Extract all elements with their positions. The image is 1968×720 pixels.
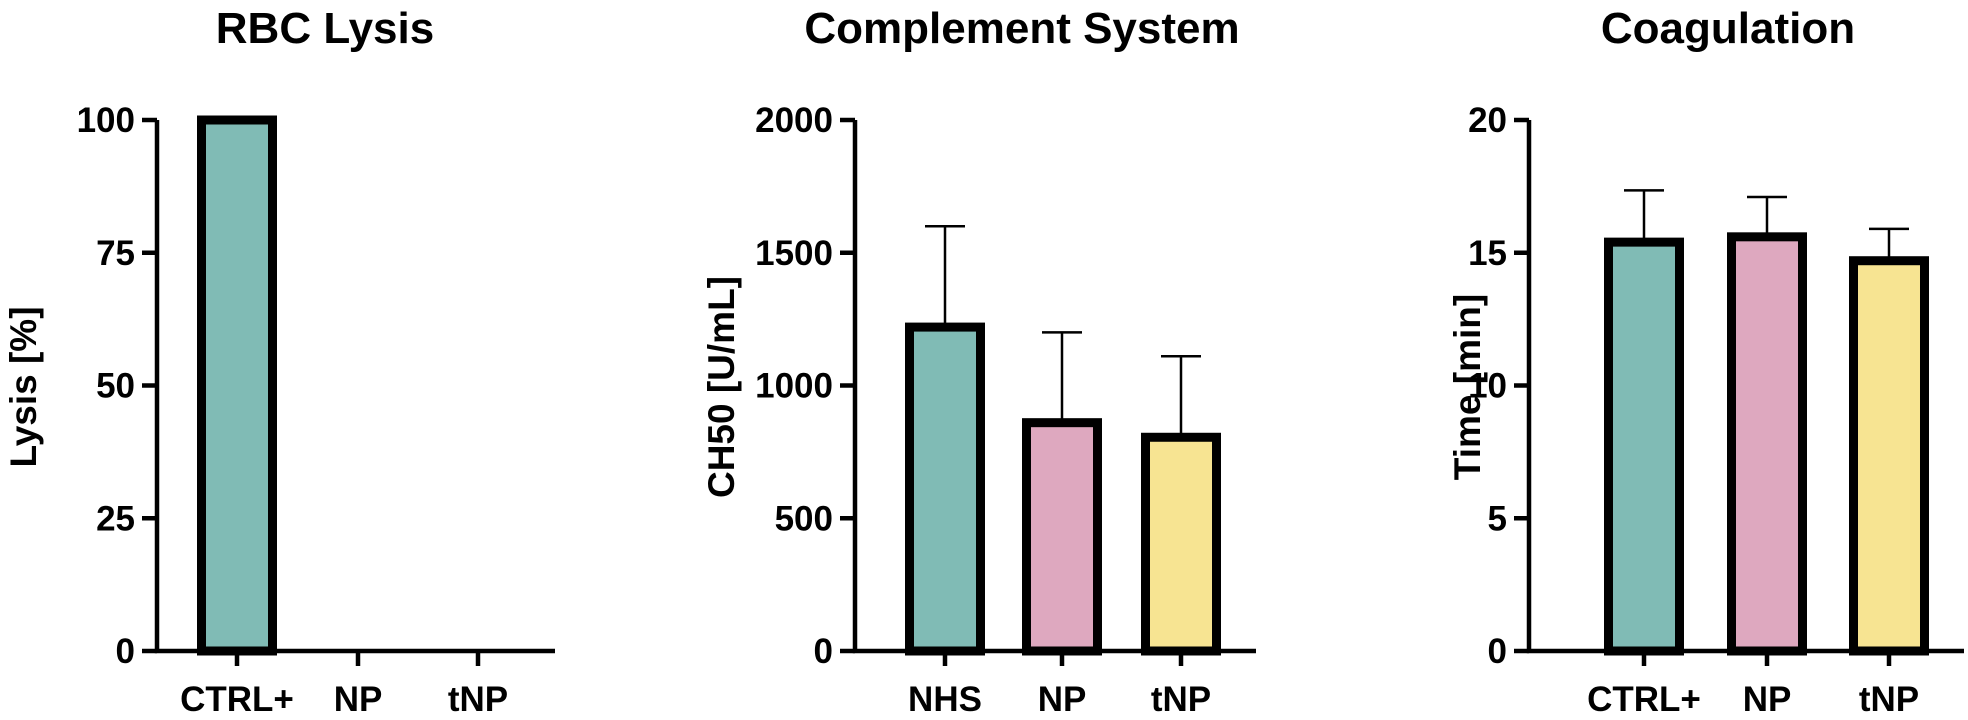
bar-nhs xyxy=(905,322,985,656)
x-axis-categories: CTRL+ NP tNP xyxy=(1587,651,1919,719)
y-axis-ticks: 0 25 50 75 100 xyxy=(77,101,157,671)
bars xyxy=(1604,189,1929,656)
bars xyxy=(905,224,1221,656)
x-axis-categories: NHS NP tNP xyxy=(908,651,1211,719)
y-axis-label: CH50 [U/mL] xyxy=(701,276,742,498)
x-category-label: NP xyxy=(1038,680,1087,719)
bar-tnp xyxy=(1849,256,1929,656)
bar-ctrl xyxy=(1604,237,1684,656)
y-tick-label: 1500 xyxy=(755,234,833,273)
y-axis-ticks: 0 500 1000 1500 2000 xyxy=(755,101,855,671)
y-tick-label: 20 xyxy=(1468,101,1507,140)
x-category-label: CTRL+ xyxy=(1587,680,1701,719)
chart-title: Complement System xyxy=(804,4,1239,53)
y-tick-label: 15 xyxy=(1468,234,1507,273)
bar-np xyxy=(1022,418,1102,656)
y-tick-label: 25 xyxy=(96,499,135,538)
axes xyxy=(852,120,1256,654)
y-axis-label: Time [min] xyxy=(1447,294,1488,480)
x-category-label: tNP xyxy=(448,680,508,719)
chart-title: Coagulation xyxy=(1601,4,1855,53)
axes xyxy=(154,120,555,654)
bar-tnp xyxy=(1141,432,1221,656)
y-tick-label: 50 xyxy=(96,367,135,406)
axes xyxy=(1526,120,1964,654)
panel-coagulation: Coagulation Time [min] 0 5 10 15 20 CTRL+ NP t… xyxy=(1447,4,1964,719)
x-category-label: NP xyxy=(1743,680,1792,719)
panel-complement-system: Complement System CH50 [U/mL] 0 500 1000 15… xyxy=(701,4,1256,719)
y-tick-label: 2000 xyxy=(755,101,833,140)
x-category-label: NHS xyxy=(908,680,982,719)
y-tick-label: 0 xyxy=(1488,632,1507,671)
x-category-label: NP xyxy=(334,680,383,719)
x-category-label: CTRL+ xyxy=(180,680,294,719)
y-tick-label: 0 xyxy=(116,632,135,671)
x-category-label: tNP xyxy=(1151,680,1211,719)
y-tick-label: 500 xyxy=(775,499,833,538)
bar-ctrl xyxy=(197,115,277,656)
y-axis-ticks: 0 5 10 15 20 xyxy=(1468,101,1529,671)
bar-np xyxy=(1727,232,1807,656)
x-axis-categories: CTRL+ NP tNP xyxy=(180,651,508,719)
y-tick-label: 100 xyxy=(77,101,135,140)
y-tick-label: 0 xyxy=(814,632,833,671)
panel-rbc-lysis: RBC Lysis Lysis [%] 0 25 50 75 100 CTRL+ NP tN… xyxy=(3,4,555,719)
x-category-label: tNP xyxy=(1859,680,1919,719)
y-tick-label: 1000 xyxy=(755,367,833,406)
chart-title: RBC Lysis xyxy=(216,4,434,53)
y-tick-label: 75 xyxy=(96,234,135,273)
y-axis-label: Lysis [%] xyxy=(3,306,44,467)
y-tick-label: 5 xyxy=(1488,499,1507,538)
bars xyxy=(197,115,277,656)
y-tick-label: 10 xyxy=(1468,367,1507,406)
